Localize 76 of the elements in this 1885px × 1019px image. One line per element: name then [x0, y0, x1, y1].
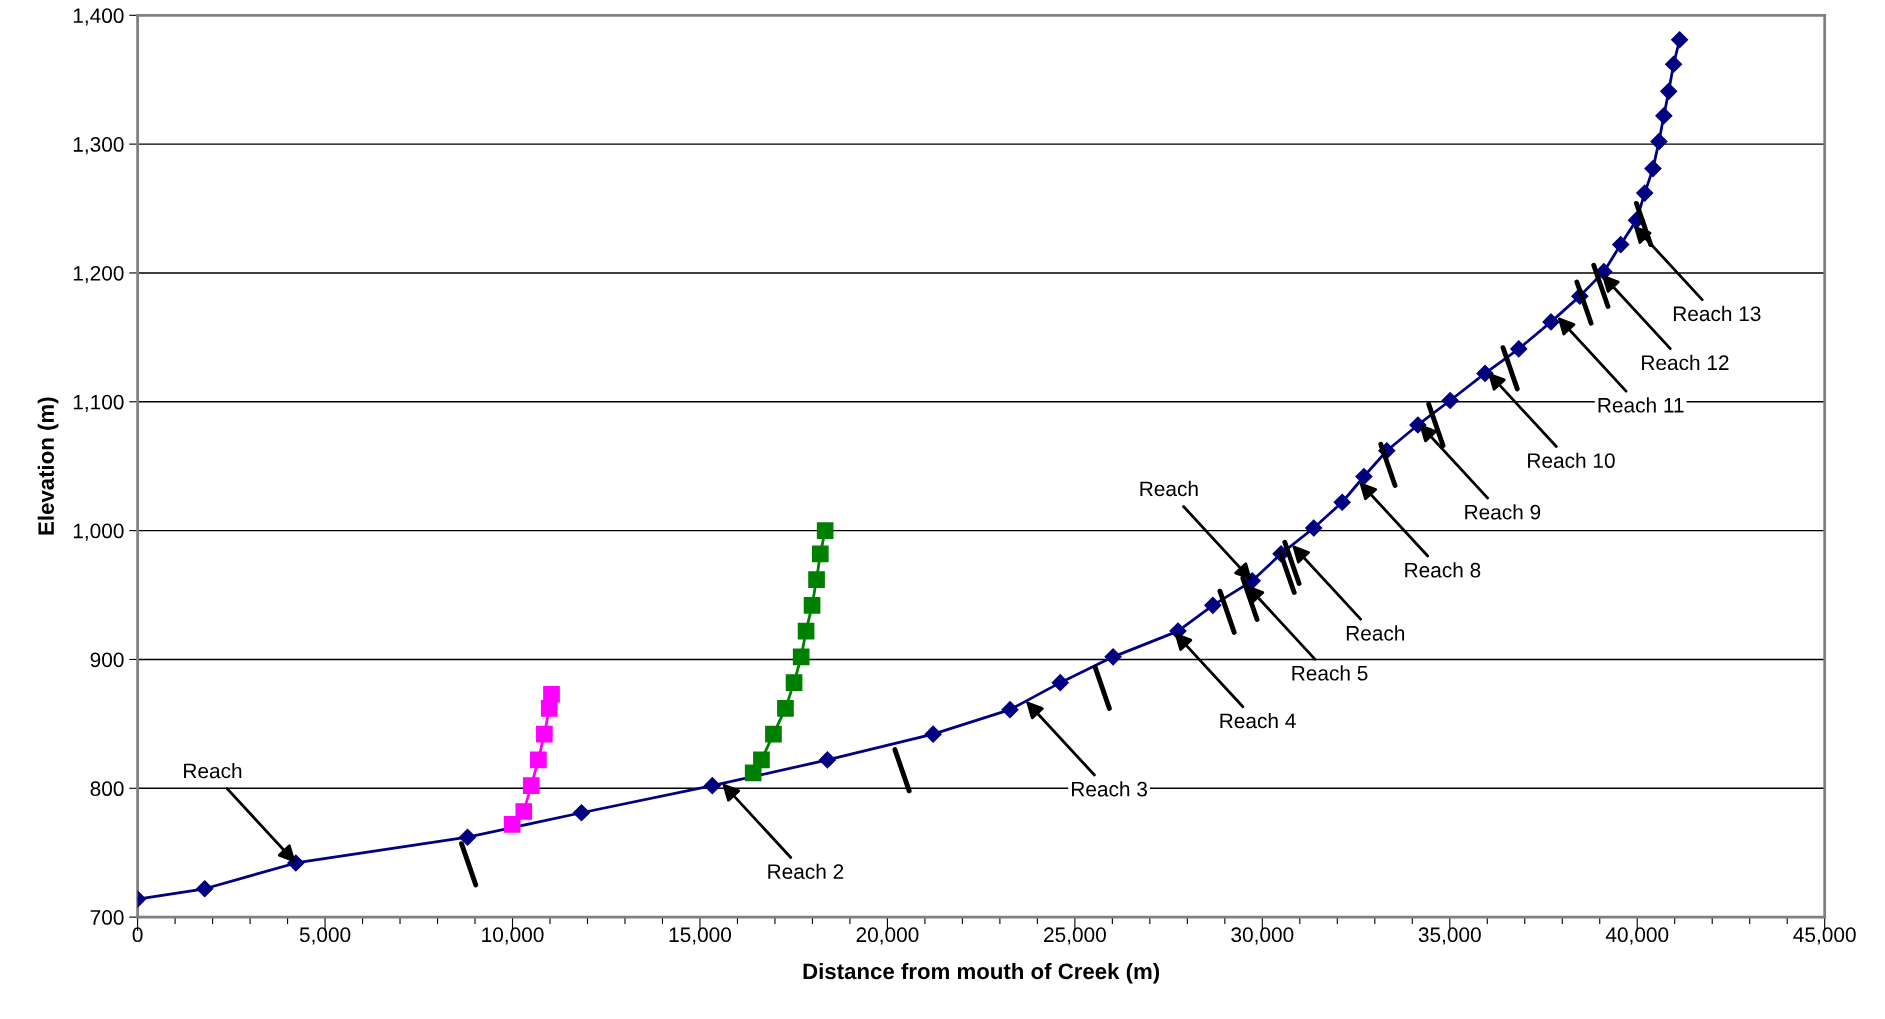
- point: [536, 725, 553, 743]
- point: [1305, 519, 1323, 537]
- point: [515, 803, 533, 820]
- point: [924, 725, 942, 743]
- point: [1104, 648, 1122, 666]
- y-tick-label: 800: [90, 781, 124, 797]
- y-tick-label: 1,100: [73, 394, 124, 412]
- point: [1441, 391, 1459, 410]
- point: [792, 648, 810, 666]
- y-tick-label: 1,000: [73, 523, 124, 541]
- point: [1051, 674, 1069, 692]
- y-tick-label: 1,300: [73, 137, 124, 155]
- point: [1655, 107, 1673, 125]
- point: [1333, 493, 1351, 511]
- annotation: Reach: [184, 763, 242, 779]
- point: [765, 725, 782, 743]
- point: [530, 751, 547, 769]
- point: [1204, 596, 1222, 614]
- x-tick-label: 25,000: [1044, 927, 1106, 945]
- x-tick-label: 45,000: [1793, 927, 1856, 945]
- point: [1660, 82, 1678, 100]
- point: [458, 828, 477, 846]
- annotation: Reach: [1346, 625, 1405, 641]
- point: [1510, 340, 1528, 358]
- point: [753, 751, 770, 769]
- point: [1476, 364, 1494, 382]
- point: [777, 700, 794, 717]
- point: [1542, 313, 1560, 331]
- annotation: Reach 8: [1405, 562, 1481, 578]
- y-tick-label: 1,400: [73, 8, 124, 26]
- x-tick-label: 30,000: [1231, 927, 1294, 945]
- point: [572, 804, 591, 822]
- x-tick-label: 40,000: [1605, 927, 1669, 945]
- point: [785, 674, 803, 691]
- point: [703, 777, 721, 795]
- point: [1650, 132, 1668, 151]
- point: [803, 596, 821, 614]
- x-tick-label: 10,000: [482, 927, 544, 945]
- annotation: Reach 2: [768, 863, 844, 879]
- point: [1644, 160, 1662, 178]
- annotation: Reach 9: [1465, 504, 1541, 520]
- annotation: Reach 13: [1673, 305, 1761, 322]
- point: [287, 854, 305, 872]
- point: [797, 622, 815, 640]
- y-tick-label: 700: [90, 910, 124, 925]
- point: [818, 751, 836, 769]
- annotation: Reach 12: [1642, 354, 1729, 371]
- point: [808, 571, 825, 588]
- point: [503, 816, 521, 833]
- annotation: Reach 3: [1072, 781, 1147, 797]
- y-axis-title: Elevation (m): [37, 397, 59, 535]
- point: [1612, 236, 1630, 254]
- point: [543, 685, 560, 703]
- point: [744, 764, 762, 782]
- point: [1001, 701, 1019, 719]
- point: [196, 880, 214, 898]
- annotation: Reach: [1140, 480, 1198, 497]
- point: [811, 545, 829, 563]
- x-tick-label: 0: [132, 927, 143, 943]
- y-tick-label: 1,200: [73, 265, 124, 284]
- point: [816, 522, 834, 539]
- x-axis-title: Distance from mouth of Creek (m): [803, 962, 1160, 984]
- point: [522, 777, 540, 795]
- annotation: Reach 4: [1220, 712, 1296, 729]
- annotation: Reach 10: [1528, 452, 1615, 469]
- point: [1355, 467, 1373, 486]
- x-tick-label: 5,000: [299, 927, 351, 945]
- x-tick-label: 35,000: [1418, 927, 1481, 945]
- x-tick-label: 20,000: [856, 927, 919, 945]
- x-tick-label: 15,000: [669, 927, 732, 945]
- annotation: Reach 11: [1598, 397, 1684, 413]
- point: [1665, 55, 1683, 73]
- annotation: Reach 5: [1292, 665, 1368, 681]
- point: [1671, 31, 1689, 49]
- y-tick-label: 900: [90, 652, 124, 668]
- point: [1636, 184, 1654, 202]
